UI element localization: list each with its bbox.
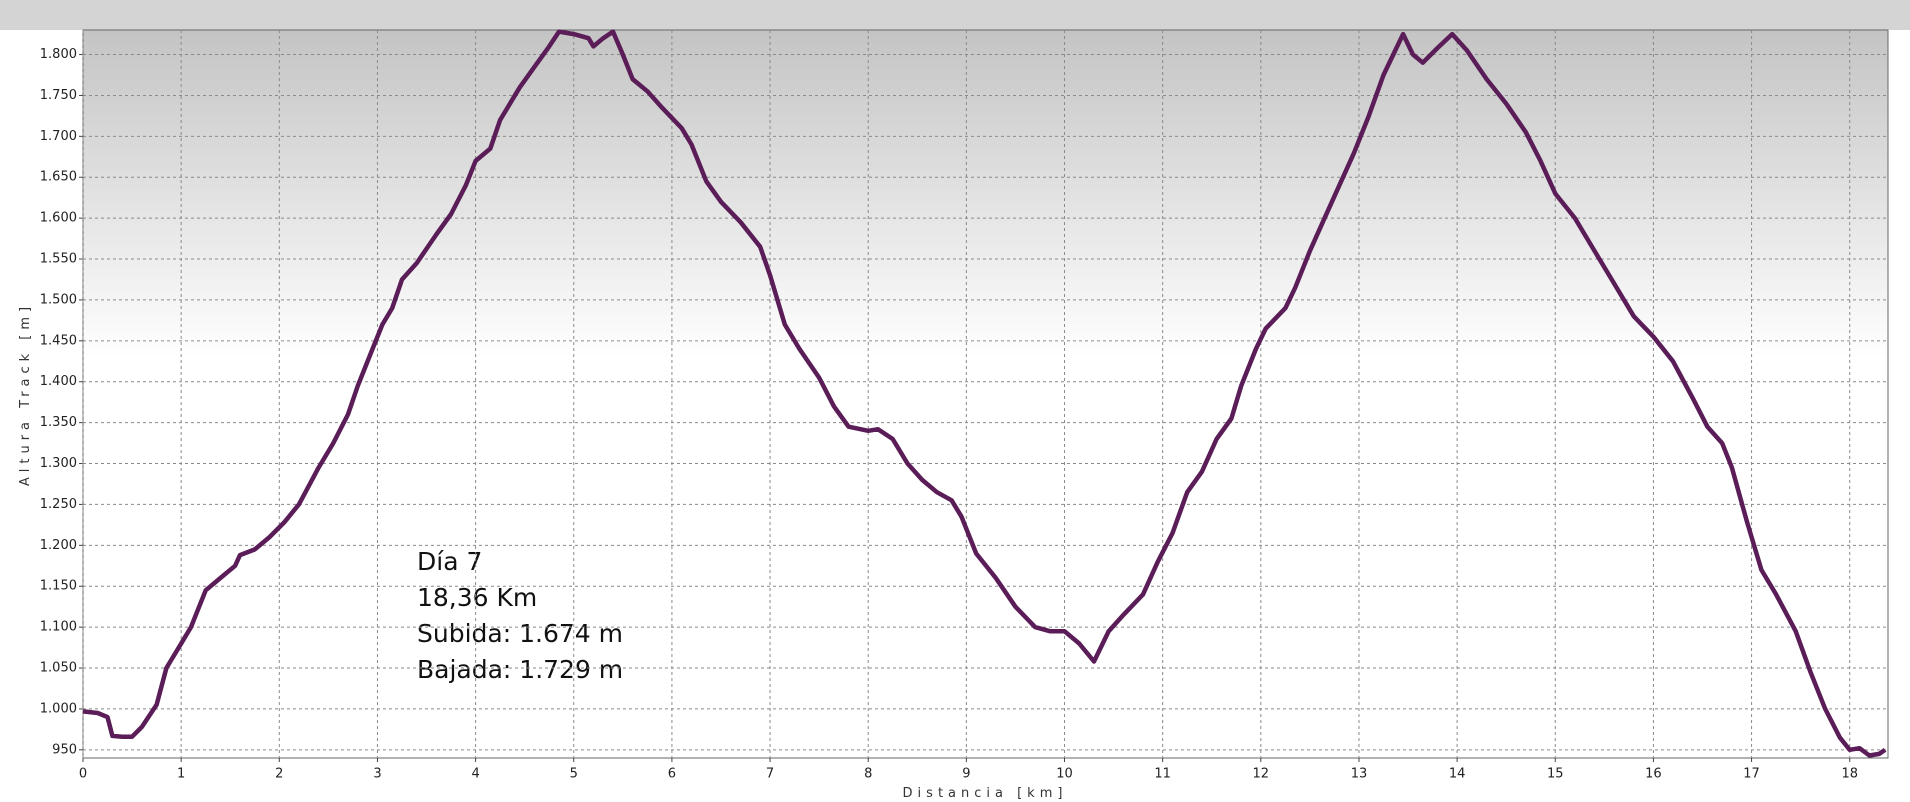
x-tick-label: 16	[1645, 767, 1662, 782]
x-tick-label: 6	[668, 767, 676, 782]
x-tick-label: 0	[79, 767, 87, 782]
top-band	[0, 0, 1910, 30]
y-axis-label: Altura Track [m]	[18, 302, 33, 486]
y-tick-label: 1.050	[40, 661, 77, 676]
y-tick-label: 1.200	[40, 538, 77, 553]
y-tick-label: 1.300	[40, 456, 77, 471]
y-tick-label: 1.650	[40, 170, 77, 185]
x-tick-label: 3	[373, 767, 381, 782]
y-tick-label: 1.800	[40, 47, 77, 62]
x-tick-label: 10	[1056, 767, 1073, 782]
y-tick-label: 1.450	[40, 333, 77, 348]
x-tick-label: 13	[1351, 767, 1368, 782]
x-tick-label: 17	[1743, 767, 1760, 782]
y-tick-label: 1.000	[40, 701, 77, 716]
x-tick-label: 11	[1154, 767, 1171, 782]
x-axis-label: Distancia [km]	[903, 786, 1068, 801]
y-tick-label: 1.500	[40, 292, 77, 307]
x-tick-label: 7	[766, 767, 774, 782]
plot-area	[82, 29, 1889, 759]
annotation: Día 7 18,36 Km Subida: 1.674 m Bajada: 1.72…	[417, 547, 623, 684]
x-tick-label: 2	[275, 767, 283, 782]
x-tick-label: 18	[1841, 767, 1858, 782]
y-tick-label: 1.550	[40, 252, 77, 267]
y-tick-label: 1.750	[40, 88, 77, 103]
y-tick-label: 1.400	[40, 374, 77, 389]
y-tick-label: 1.100	[40, 620, 77, 635]
y-tick-label: 950	[52, 742, 77, 757]
y-tick-label: 1.150	[40, 579, 77, 594]
elevation-line	[82, 29, 1887, 758]
y-tick-label: 1.250	[40, 497, 77, 512]
annotation-line: Subida: 1.674 m	[417, 619, 623, 648]
y-tick-label: 1.700	[40, 129, 77, 144]
x-tick-label: 14	[1449, 767, 1466, 782]
x-tick-label: 5	[570, 767, 578, 782]
x-tick-label: 8	[864, 767, 872, 782]
annotation-line: 18,36 Km	[417, 583, 537, 612]
x-tick-label: 1	[177, 767, 185, 782]
x-tick-label: 12	[1253, 767, 1270, 782]
y-tick-label: 1.600	[40, 211, 77, 226]
annotation-line: Bajada: 1.729 m	[417, 655, 623, 684]
x-tick-label: 15	[1547, 767, 1564, 782]
x-tick-label: 4	[471, 767, 479, 782]
annotation-line: Día 7	[417, 547, 482, 576]
y-tick-label: 1.350	[40, 415, 77, 430]
x-tick-label: 9	[962, 767, 970, 782]
